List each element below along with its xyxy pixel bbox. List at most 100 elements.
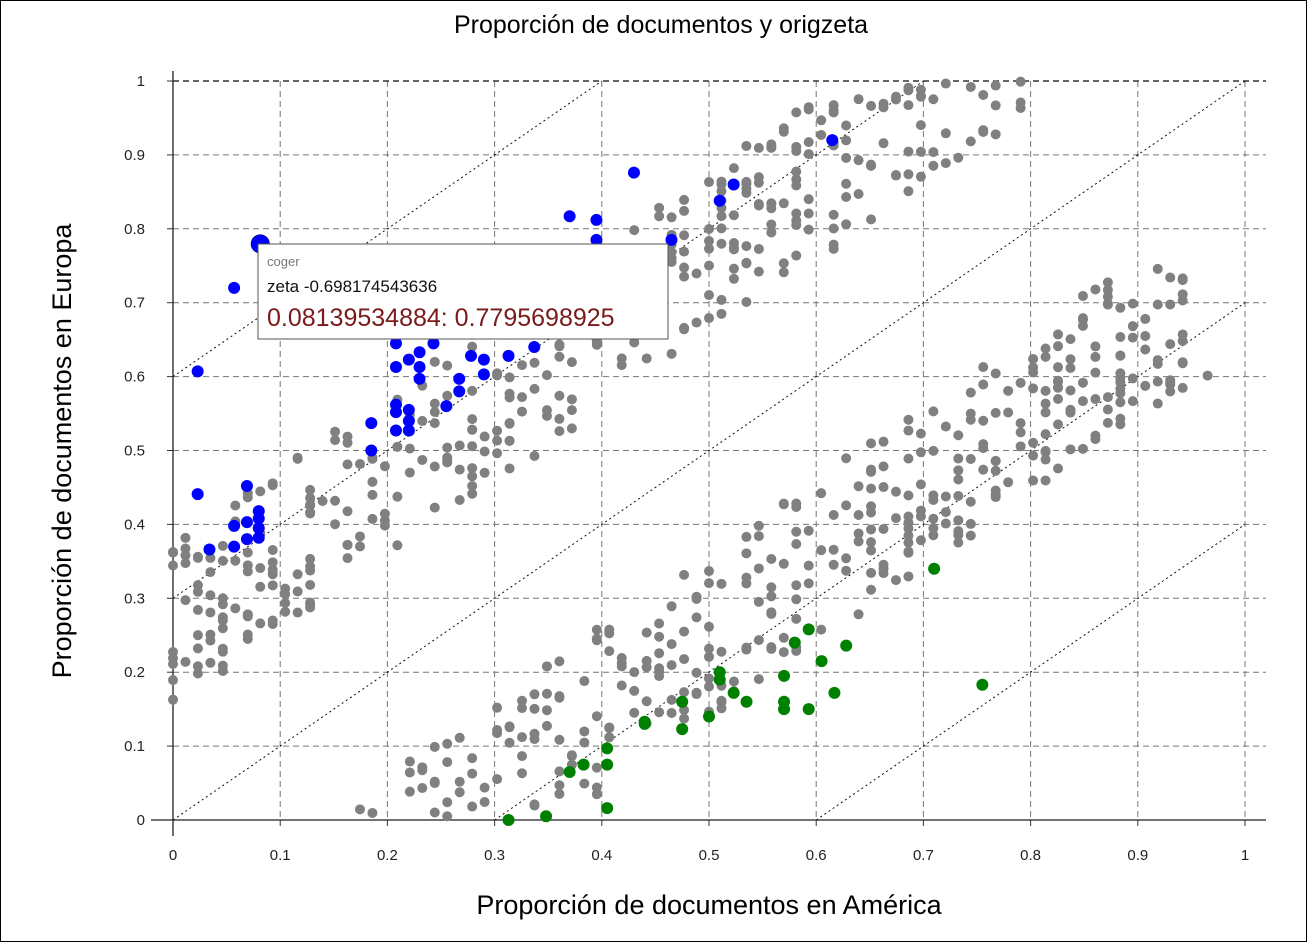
- series-point: [413, 346, 426, 359]
- grey-point: [1077, 396, 1088, 407]
- grey-point: [1102, 392, 1113, 403]
- grey-point: [1152, 398, 1163, 409]
- grey-point: [866, 438, 877, 449]
- grey-point: [529, 450, 540, 461]
- grey-point: [1115, 350, 1126, 361]
- grey-point: [305, 565, 316, 576]
- grey-point: [716, 223, 727, 234]
- grey-point: [1028, 437, 1039, 448]
- grey-point: [467, 414, 478, 425]
- grey-point: [828, 243, 839, 254]
- series-point: [365, 417, 378, 430]
- grey-point: [903, 490, 914, 501]
- grey-point: [168, 675, 178, 686]
- grey-point: [342, 539, 353, 550]
- grey-point: [753, 531, 764, 542]
- reference-lines: [172, 80, 1246, 821]
- grey-point: [940, 421, 951, 432]
- series-point: [427, 337, 440, 350]
- grey-point: [1102, 291, 1113, 302]
- grey-point: [903, 530, 914, 541]
- grey-point: [280, 589, 291, 600]
- grey-point: [716, 211, 727, 222]
- grey-point: [205, 590, 216, 601]
- grey-point: [492, 448, 503, 459]
- grey-point: [604, 722, 615, 733]
- grey-point: [766, 608, 777, 619]
- grey-point: [217, 593, 228, 604]
- series-point: [389, 406, 402, 419]
- grey-point: [180, 656, 191, 667]
- grey-point: [716, 294, 727, 305]
- grey-point: [928, 523, 939, 534]
- grey-point: [978, 362, 989, 373]
- grey-point: [841, 219, 852, 230]
- grey-point: [728, 676, 739, 687]
- grey-point: [1102, 277, 1113, 288]
- grey-point: [1077, 314, 1088, 325]
- grey-point: [442, 457, 453, 468]
- grey-point: [517, 392, 528, 403]
- grey-point: [778, 126, 789, 137]
- grey-point: [990, 492, 1001, 503]
- grey-point: [753, 177, 764, 188]
- grey-point: [928, 94, 939, 105]
- grey-point: [704, 681, 714, 692]
- grey-point: [1090, 434, 1101, 445]
- grey-point: [566, 405, 577, 416]
- grey-point: [529, 357, 540, 368]
- grey-point: [679, 262, 690, 273]
- grey-point: [1177, 358, 1188, 369]
- series-point: [528, 341, 541, 354]
- grey-point: [1127, 396, 1138, 407]
- grey-point: [504, 737, 515, 748]
- grey-point: [217, 540, 228, 551]
- grey-point: [1028, 450, 1039, 461]
- grey-point: [741, 548, 752, 559]
- grey-point: [192, 586, 203, 597]
- grey-point: [205, 552, 216, 563]
- grey-point: [255, 563, 266, 574]
- grey-point: [791, 141, 802, 152]
- grey-point: [429, 502, 440, 513]
- grey-point: [442, 797, 453, 808]
- grey-point: [205, 567, 216, 578]
- grey-point: [230, 555, 241, 566]
- series-point: [601, 742, 614, 755]
- grey-point: [180, 550, 191, 561]
- grey-point: [953, 474, 964, 485]
- x-tick-label: 0.9: [1127, 847, 1148, 864]
- grey-point: [853, 94, 864, 105]
- grey-point: [716, 186, 727, 197]
- grey-point: [492, 702, 503, 713]
- grey-point: [778, 198, 789, 209]
- grey-point: [280, 598, 291, 609]
- grey-point: [1077, 290, 1088, 301]
- grey-point: [629, 707, 640, 718]
- grey-point: [766, 553, 777, 564]
- x-tick-label: 1: [1241, 847, 1249, 864]
- grey-point: [305, 579, 316, 590]
- grey-point: [903, 85, 914, 96]
- grey-point: [504, 392, 515, 403]
- grey-point: [903, 186, 914, 197]
- grey-point: [778, 632, 789, 643]
- grey-point: [990, 456, 1001, 467]
- axes: [151, 71, 1266, 836]
- grey-point: [915, 84, 926, 95]
- series-point: [778, 703, 791, 716]
- grey-point: [454, 732, 465, 743]
- grey-point: [541, 705, 552, 716]
- grey-point: [965, 387, 976, 398]
- series-point: [590, 213, 603, 226]
- grey-point: [828, 223, 839, 234]
- x-tick-label: 0.3: [484, 847, 505, 864]
- grey-point: [1028, 383, 1039, 394]
- grey-point: [604, 624, 615, 635]
- grey-point: [953, 152, 964, 163]
- x-tick-label: 0.6: [806, 847, 827, 864]
- grey-point: [554, 788, 565, 799]
- grey-point: [791, 166, 802, 177]
- grey-point: [654, 648, 665, 659]
